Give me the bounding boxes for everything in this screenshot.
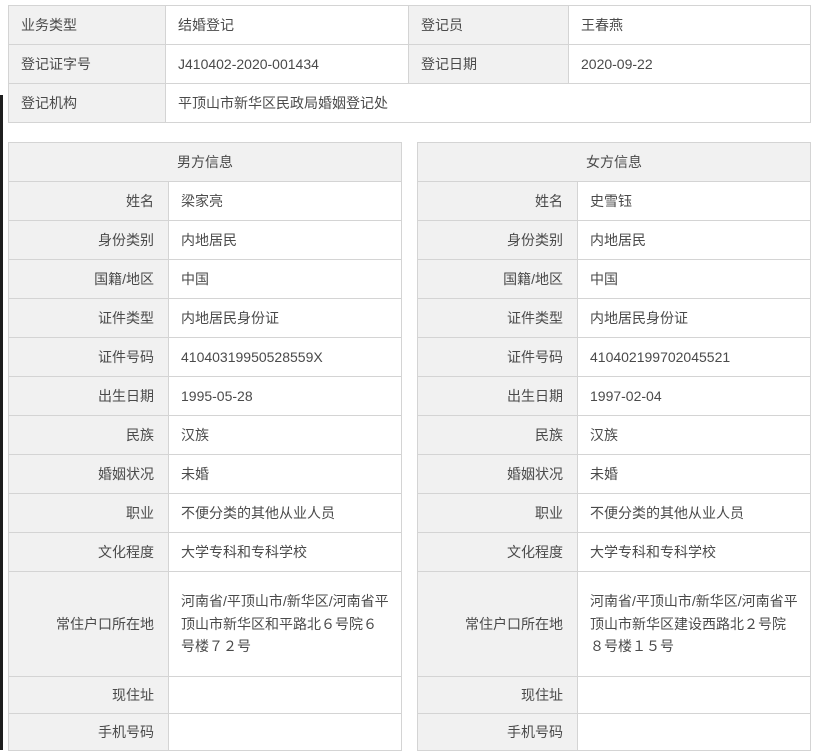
- field-value: 未婚: [168, 454, 402, 494]
- field-row: 文化程度 大学专科和专科学校: [8, 532, 402, 572]
- field-label: 证件类型: [417, 298, 578, 338]
- male-info-title: 男方信息: [8, 142, 402, 182]
- registrar-value: 王春燕: [568, 5, 811, 45]
- field-value: 内地居民: [168, 220, 402, 260]
- registration-agency-value: 平顶山市新华区民政局婚姻登记处: [165, 83, 811, 123]
- field-value: 汉族: [168, 415, 402, 455]
- field-row: 证件号码 41040319950528559X: [8, 337, 402, 377]
- field-value: 410402199702045521: [577, 337, 811, 377]
- field-value: 汉族: [577, 415, 811, 455]
- field-row: 出生日期 1997-02-04: [417, 376, 811, 416]
- field-label: 证件类型: [8, 298, 169, 338]
- field-value: 内地居民: [577, 220, 811, 260]
- page-edge-line: [0, 95, 3, 750]
- field-value: 不便分类的其他从业人员: [168, 493, 402, 533]
- field-value: [577, 676, 811, 714]
- field-row: 现住址: [417, 676, 811, 714]
- field-row: 身份类别 内地居民: [417, 220, 811, 260]
- field-label: 文化程度: [8, 532, 169, 572]
- field-row: 手机号码: [8, 713, 402, 751]
- registration-date-label: 登记日期: [408, 44, 569, 84]
- registration-row-3: 登记机构 平顶山市新华区民政局婚姻登记处: [8, 83, 811, 123]
- field-value: 梁家亮: [168, 181, 402, 221]
- field-value: 史雪钰: [577, 181, 811, 221]
- field-label: 手机号码: [417, 713, 578, 751]
- male-info-header-row: 男方信息: [8, 142, 402, 182]
- field-row: 证件号码 410402199702045521: [417, 337, 811, 377]
- female-info-table: 女方信息 姓名 史雪钰 身份类别 内地居民 国籍/地区 中国 证件类型 内地居民…: [417, 142, 811, 751]
- field-label: 职业: [8, 493, 169, 533]
- field-row: 身份类别 内地居民: [8, 220, 402, 260]
- field-label: 出生日期: [8, 376, 169, 416]
- business-type-label: 业务类型: [8, 5, 166, 45]
- field-label: 婚姻状况: [417, 454, 578, 494]
- field-value: 未婚: [577, 454, 811, 494]
- field-row: 民族 汉族: [417, 415, 811, 455]
- female-info-title: 女方信息: [417, 142, 811, 182]
- field-value: 1995-05-28: [168, 376, 402, 416]
- registration-agency-label: 登记机构: [8, 83, 166, 123]
- field-value: [168, 713, 402, 751]
- registrar-label: 登记员: [408, 5, 569, 45]
- registration-row-1: 业务类型 结婚登记 登记员 王春燕: [8, 5, 811, 45]
- female-info-header-row: 女方信息: [417, 142, 811, 182]
- field-row-residence: 常住户口所在地 河南省/平顶山市/新华区/河南省平顶山市新华区建设西路北２号院８…: [417, 571, 811, 677]
- registration-row-2: 登记证字号 J410402-2020-001434 登记日期 2020-09-2…: [8, 44, 811, 84]
- field-label: 国籍/地区: [417, 259, 578, 299]
- field-value: 中国: [577, 259, 811, 299]
- registration-summary-table: 业务类型 结婚登记 登记员 王春燕 登记证字号 J410402-2020-001…: [8, 5, 811, 123]
- field-row-residence: 常住户口所在地 河南省/平顶山市/新华区/河南省平顶山市新华区和平路北６号院６号…: [8, 571, 402, 677]
- field-value: 41040319950528559X: [168, 337, 402, 377]
- field-row: 婚姻状况 未婚: [8, 454, 402, 494]
- certificate-number-value: J410402-2020-001434: [165, 44, 409, 84]
- field-label: 证件号码: [8, 337, 169, 377]
- field-row: 职业 不便分类的其他从业人员: [8, 493, 402, 533]
- field-label: 婚姻状况: [8, 454, 169, 494]
- field-row: 姓名 梁家亮: [8, 181, 402, 221]
- field-label: 国籍/地区: [8, 259, 169, 299]
- field-label: 姓名: [417, 181, 578, 221]
- field-row: 文化程度 大学专科和专科学校: [417, 532, 811, 572]
- field-label: 证件号码: [417, 337, 578, 377]
- field-row: 民族 汉族: [8, 415, 402, 455]
- field-label: 现住址: [417, 676, 578, 714]
- field-label: 民族: [8, 415, 169, 455]
- field-label: 民族: [417, 415, 578, 455]
- field-row: 国籍/地区 中国: [417, 259, 811, 299]
- field-row: 出生日期 1995-05-28: [8, 376, 402, 416]
- field-value: 内地居民身份证: [577, 298, 811, 338]
- field-row: 职业 不便分类的其他从业人员: [417, 493, 811, 533]
- field-value: [577, 713, 811, 751]
- business-type-value: 结婚登记: [165, 5, 409, 45]
- field-row: 姓名 史雪钰: [417, 181, 811, 221]
- field-label: 文化程度: [417, 532, 578, 572]
- field-label: 手机号码: [8, 713, 169, 751]
- field-label: 职业: [417, 493, 578, 533]
- field-row: 证件类型 内地居民身份证: [8, 298, 402, 338]
- field-label: 常住户口所在地: [417, 571, 578, 677]
- field-value: 1997-02-04: [577, 376, 811, 416]
- certificate-number-label: 登记证字号: [8, 44, 166, 84]
- field-label: 身份类别: [8, 220, 169, 260]
- field-label: 出生日期: [417, 376, 578, 416]
- registration-date-value: 2020-09-22: [568, 44, 811, 84]
- field-value: 中国: [168, 259, 402, 299]
- field-row: 手机号码: [417, 713, 811, 751]
- field-value: 大学专科和专科学校: [168, 532, 402, 572]
- field-label: 姓名: [8, 181, 169, 221]
- field-value: [168, 676, 402, 714]
- field-row: 现住址: [8, 676, 402, 714]
- field-value: 河南省/平顶山市/新华区/河南省平顶山市新华区和平路北６号院６号楼７２号: [168, 571, 402, 677]
- field-label: 身份类别: [417, 220, 578, 260]
- field-value: 不便分类的其他从业人员: [577, 493, 811, 533]
- field-row: 婚姻状况 未婚: [417, 454, 811, 494]
- field-value: 河南省/平顶山市/新华区/河南省平顶山市新华区建设西路北２号院８号楼１５号: [577, 571, 811, 677]
- field-row: 证件类型 内地居民身份证: [417, 298, 811, 338]
- male-info-table: 男方信息 姓名 梁家亮 身份类别 内地居民 国籍/地区 中国 证件类型 内地居民…: [8, 142, 402, 751]
- field-label: 常住户口所在地: [8, 571, 169, 677]
- field-value: 大学专科和专科学校: [577, 532, 811, 572]
- field-row: 国籍/地区 中国: [8, 259, 402, 299]
- field-label: 现住址: [8, 676, 169, 714]
- field-value: 内地居民身份证: [168, 298, 402, 338]
